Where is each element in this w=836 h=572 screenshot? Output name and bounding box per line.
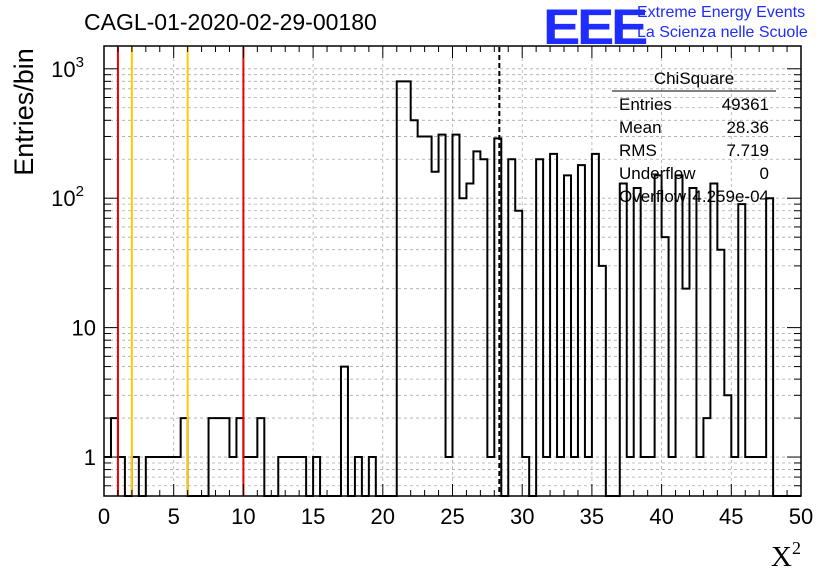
stats-box: ChiSquare Entries 49361 Mean 28.36 RMS 7… [612, 69, 776, 206]
stats-box-title: ChiSquare [654, 69, 734, 88]
stats-value-underflow: 0 [760, 164, 769, 183]
stats-value-rms: 7.719 [726, 141, 769, 160]
logo-line-1: Extreme Energy Events [637, 4, 806, 21]
x-tick-label: 0 [98, 504, 110, 529]
x-tick-label: 45 [719, 504, 743, 529]
chart-title: CAGL-01-2020-02-29-00180 [84, 9, 377, 35]
x-tick-label: 25 [440, 504, 464, 529]
y-tick-base: 10 [51, 57, 75, 82]
x-axis-label-text: X [771, 541, 792, 572]
x-tick-label: 20 [371, 504, 395, 529]
stats-label-underflow: Underflow [619, 164, 696, 183]
y-tick-base: 10 [51, 186, 75, 211]
y-axis-label: Entries/bin [9, 48, 39, 176]
x-tick-label: 5 [168, 504, 180, 529]
stats-value-mean: 28.36 [726, 118, 769, 137]
x-tick-label: 40 [649, 504, 673, 529]
stats-label-entries: Entries [619, 95, 672, 114]
y-tick-label: 102 [51, 183, 84, 211]
stats-label-rms: RMS [619, 141, 657, 160]
reference-lines [116, 47, 501, 496]
x-tick-label: 10 [231, 504, 255, 529]
x-axis-label: X2 [771, 538, 801, 572]
stats-label-overflow: Overflow [619, 187, 687, 206]
y-tick-label: 103 [51, 54, 84, 82]
eee-logo-mark: EEE [543, 0, 648, 55]
histogram-outline [104, 80, 801, 497]
x-tick-label: 30 [510, 504, 534, 529]
x-tick-label: 15 [301, 504, 325, 529]
x-axis-label-exponent: 2 [792, 538, 801, 558]
x-tick-label: 35 [580, 504, 604, 529]
stats-value-overflow: 4.259e-04 [692, 187, 769, 206]
stats-label-mean: Mean [619, 118, 662, 137]
y-tick-label: 1 [84, 445, 96, 470]
x-tick-label: 50 [789, 504, 813, 529]
logo-line-2: La Scienza nelle Scuole [637, 24, 808, 41]
stats-value-entries: 49361 [722, 95, 769, 114]
y-tick-exponent: 3 [76, 54, 84, 71]
y-tick-exponent: 2 [76, 183, 84, 200]
y-tick-label: 10 [72, 316, 96, 341]
histogram-bars [104, 80, 801, 497]
